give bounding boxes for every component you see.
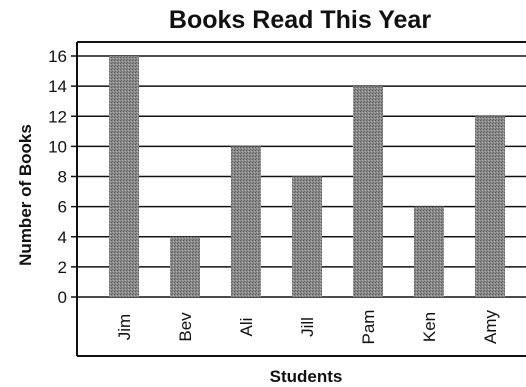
bar	[231, 146, 261, 297]
chart-title: Books Read This Year	[169, 6, 431, 34]
y-tick-label: 0	[58, 288, 67, 307]
bar	[292, 176, 322, 297]
x-category-label: Amy	[481, 310, 500, 345]
y-tick-label: 12	[48, 107, 67, 126]
bar	[170, 236, 200, 297]
y-tick-label: 14	[48, 77, 67, 96]
x-category-label: Pam	[359, 310, 378, 345]
y-axis-label: Number of Books	[16, 124, 35, 266]
x-category-labels: Jim Bev Ali Jill Pam Ken Amy	[115, 310, 500, 345]
x-category-label: Jim	[115, 314, 134, 340]
x-category-label: Ali	[237, 318, 256, 337]
x-category-label: Ken	[420, 312, 439, 342]
bar	[109, 56, 139, 297]
bar	[475, 116, 505, 297]
y-tick-label: 16	[48, 47, 67, 66]
bars	[109, 56, 505, 297]
y-tick-label: 2	[58, 258, 67, 277]
bar	[414, 206, 444, 297]
y-tick-label: 10	[48, 137, 67, 156]
x-axis-label: Students	[270, 367, 343, 386]
y-tick-labels: 0 2 4 6 8 10 12 14 16	[48, 47, 67, 307]
bar	[353, 86, 383, 297]
y-tick-label: 4	[58, 228, 67, 247]
x-category-label: Jill	[298, 317, 317, 337]
x-category-label: Bev	[176, 312, 195, 342]
y-tick-label: 8	[58, 168, 67, 187]
y-tick-label: 6	[58, 198, 67, 217]
